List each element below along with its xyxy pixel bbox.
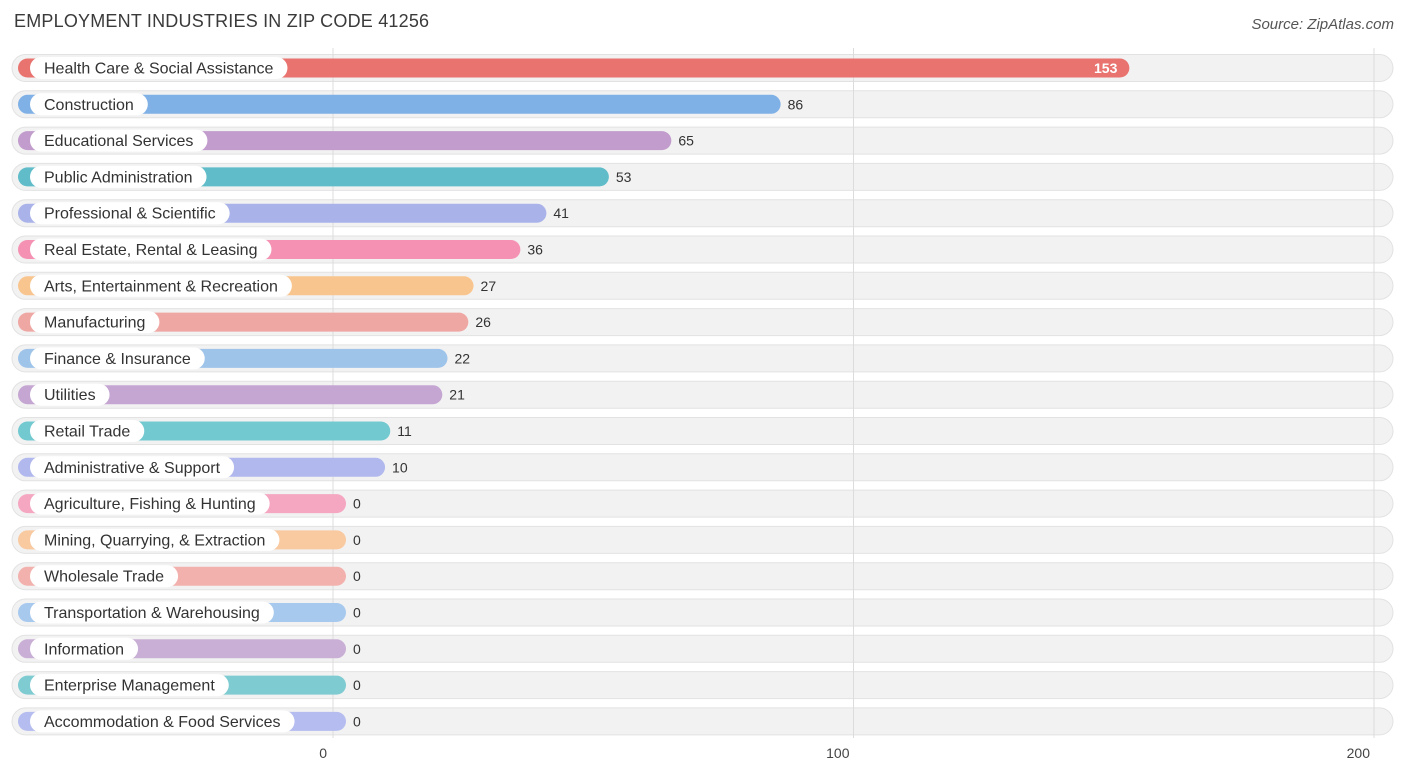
bar-row: Administrative & Support 10 [18,456,408,479]
bar [18,58,1130,78]
bar-label: Construction [44,97,134,114]
row-track [11,562,1394,591]
bar-label: Mining, Quarrying, & Extraction [44,532,265,549]
bar-label-pill [30,456,235,479]
x-tick-label: 100 [826,745,850,761]
value-label: 0 [353,641,361,657]
bar-row: Mining, Quarrying, & Extraction 0 [18,528,361,551]
value-label: 53 [616,169,632,185]
x-tick-label: 0 [319,745,327,761]
bar-label: Retail Trade [44,424,130,441]
bar-row: Educational Services 65 [18,129,694,152]
bar-label: Information [44,641,124,658]
bar-row: Utilities 21 [18,383,465,406]
bar-row: Health Care & Social Assistance 153 [18,57,1130,79]
bar-label-pill [30,674,229,697]
bar-label: Finance & Insurance [44,351,191,368]
value-label: 26 [475,314,491,330]
bar-row: Arts, Entertainment & Recreation 27 [18,274,497,297]
value-label: 0 [353,713,361,729]
bar-row: Enterprise Management 0 [18,674,361,697]
chart-source: Source: ZipAtlas.com [1251,16,1394,33]
row-track [11,525,1394,554]
value-label: 27 [481,278,497,294]
bar-label: Agriculture, Fishing & Hunting [44,496,256,513]
bar-label: Accommodation & Food Services [44,714,281,731]
bar-label: Public Administration [44,169,193,186]
value-label: 36 [527,242,543,258]
value-label: 0 [353,532,361,548]
bar-label-pill [30,492,270,515]
bar-row: Wholesale Trade 0 [18,565,361,588]
value-label: 86 [788,96,804,112]
bar-row: Professional & Scientific 41 [18,202,569,225]
bar-label: Health Care & Social Assistance [44,61,274,78]
bar-label-pill [30,129,208,152]
bar-label-pill [30,274,292,297]
value-label: 0 [353,568,361,584]
bar-row: Transportation & Warehousing 0 [18,601,361,624]
x-axis: 0 100 200 [319,745,1370,761]
row-track [11,598,1394,627]
bar-label-pill [30,637,139,660]
bar-row: Finance & Insurance 22 [18,347,471,370]
bar-label: Educational Services [44,133,193,150]
bar-label-pill [30,347,205,370]
bar-label: Professional & Scientific [44,206,216,223]
value-label: 11 [397,423,412,439]
bar-row: Retail Trade 11 [18,420,412,442]
value-label: 0 [353,605,361,621]
x-tick-label: 200 [1347,745,1371,761]
value-label: 22 [455,350,471,366]
bar-label: Enterprise Management [44,678,215,695]
bar-label-pill [30,165,207,188]
bar-label-pill [30,57,288,79]
value-label: 41 [553,205,569,221]
row-track [11,671,1394,700]
bar-row: Real Estate, Rental & Leasing 36 [18,238,543,261]
bar-label-pill [30,710,295,733]
bar-label: Utilities [44,387,96,404]
row-track [11,707,1394,736]
value-label: 0 [353,496,361,512]
value-label: 10 [392,459,408,475]
value-label: 65 [678,133,694,149]
bar-label-pill [30,528,280,551]
bar-label: Manufacturing [44,315,145,332]
bar-label: Arts, Entertainment & Recreation [44,278,278,295]
bar-row: Public Administration 53 [18,165,632,188]
bar-label-pill [30,420,145,442]
bar-label-pill [30,565,179,588]
bar-label-pill [30,383,110,406]
bar-label: Administrative & Support [44,460,221,477]
bar-row: Information 0 [18,637,361,660]
bar-label-pill [30,601,274,624]
chart-title: EMPLOYMENT INDUSTRIES IN ZIP CODE 41256 [14,11,430,31]
bar-row: Construction 86 [18,93,804,116]
bar-row: Agriculture, Fishing & Hunting 0 [18,492,361,515]
bar-row: Accommodation & Food Services 0 [18,710,361,733]
bar-label: Transportation & Warehousing [44,605,260,622]
bar-label-pill [30,238,272,261]
row-track [11,489,1394,518]
value-label: 153 [1094,60,1118,76]
bar-label-pill [30,93,148,116]
bar-label-pill [30,202,230,225]
bar [18,385,443,405]
bar-label: Real Estate, Rental & Leasing [44,242,257,259]
bar-row: Manufacturing 26 [18,311,491,334]
row-track [11,634,1394,663]
value-label: 0 [353,677,361,693]
bar-label: Wholesale Trade [44,569,164,586]
bars: Health Care & Social Assistance 153 Constr… [18,57,1130,733]
bar [18,94,781,114]
bar-label-pill [30,311,160,334]
value-label: 21 [449,387,465,403]
